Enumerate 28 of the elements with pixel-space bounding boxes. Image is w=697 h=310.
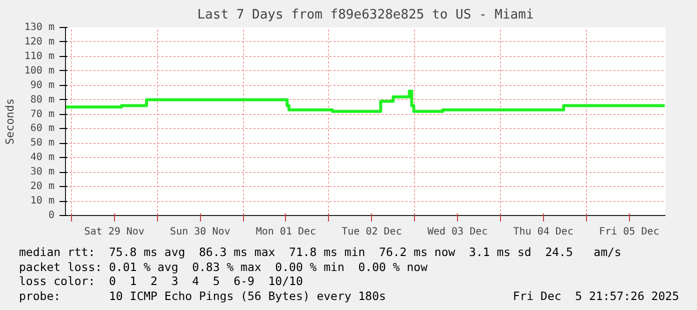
text: median rtt: 75.8 ms avg 86.3 ms max 71.8 ms min 76.2 ms now 3.1 ms sd 24.5 am/s [19,245,622,260]
x-tick-label: Mon 01 Dec [256,226,316,238]
x-tick-label: Sun 30 Nov [170,226,230,238]
y-axis-title: Seconds [3,98,16,145]
text: Fri Dec 5 21:57:26 2025 [512,288,679,303]
y-tick-label: 90 m [30,80,55,91]
y-tick-label: 70 m [30,108,55,120]
y-tick-label: 30 m [30,166,55,178]
y-tick-label: 50 m [30,138,55,149]
text: packet loss: 0.01 % avg 0.83 % max 0.00 % min 0.00 % now [19,260,428,274]
y-tick-label: 60 m [30,123,55,134]
y-tick-label: 130 m [24,22,55,33]
y-tick-label: 100 m [24,65,55,76]
y-tick-label: 110 m [24,50,55,62]
x-tick-label: Fri 05 Dec [599,226,660,238]
text: probe: 10 ICMP Echo Pings (56 Bytes) every 180s [19,288,386,303]
chart-title: Last 7 Days from f89e6328e825 to US - Miami [197,8,534,22]
x-tick-label: Thu 04 Dec [513,226,574,238]
y-tick-label: 80 m [30,94,55,106]
x-tick-label: Tue 02 Dec [342,226,402,238]
y-tick-label: 10 m [30,196,55,207]
x-tick-label: Wed 03 Dec [427,226,488,238]
y-tick-label: 40 m [30,152,55,164]
y-tick-label: 20 m [30,181,55,192]
y-tick-label: 120 m [24,36,55,48]
x-tick-label: Sat 29 Nov [84,226,144,238]
y-tick-label: 0 [48,210,55,221]
text: loss color: 0 1 2 3 4 5 6-9 10/10 [19,274,304,288]
